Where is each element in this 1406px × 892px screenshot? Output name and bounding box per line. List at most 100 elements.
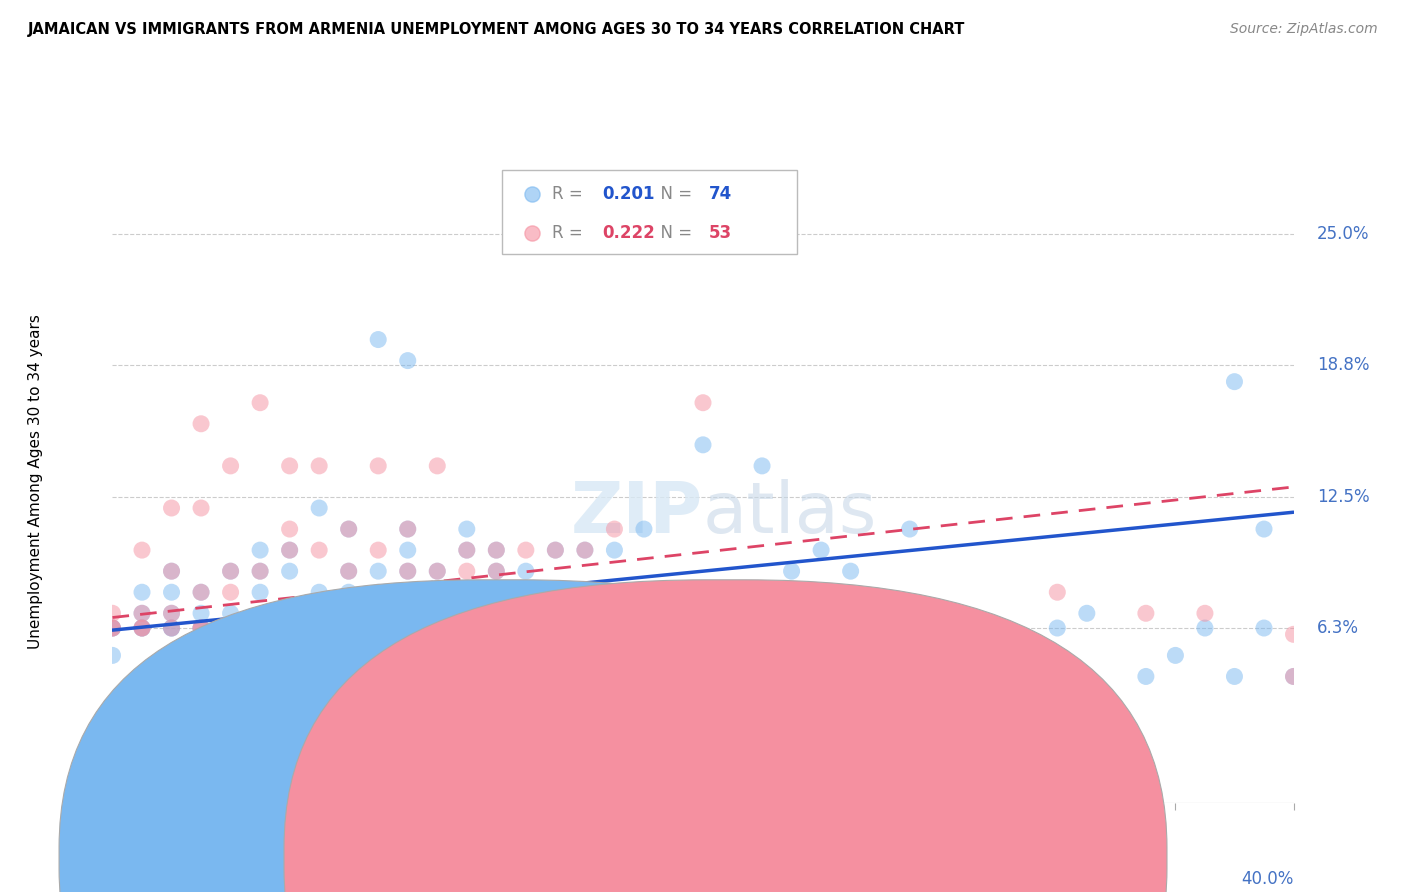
Point (456, 543, 478, 558)
Point (160, 501, 183, 516)
Text: 0.0%: 0.0% (112, 871, 155, 888)
Point (485, 564, 508, 578)
Point (278, 564, 301, 578)
Point (898, 522, 921, 536)
Point (603, 522, 626, 536)
Point (190, 501, 212, 516)
Point (456, 564, 478, 578)
Point (337, 522, 360, 536)
Point (190, 585, 212, 599)
Point (337, 564, 360, 578)
Point (1253, 522, 1275, 536)
Point (101, 607, 124, 621)
Point (839, 564, 862, 578)
Point (337, 564, 360, 578)
Point (160, 564, 183, 578)
Point (101, 621, 124, 635)
Text: R =: R = (551, 185, 588, 202)
Point (396, 564, 419, 578)
Point (396, 522, 419, 536)
Point (131, 607, 153, 621)
Point (1046, 585, 1069, 599)
Point (249, 648, 271, 663)
Point (633, 522, 655, 536)
Point (485, 564, 508, 578)
Text: Immigrants from Armenia: Immigrants from Armenia (751, 849, 965, 867)
Point (308, 607, 330, 621)
Point (160, 585, 183, 599)
Text: 74: 74 (709, 185, 733, 202)
Point (1282, 627, 1305, 641)
Point (278, 621, 301, 635)
Point (396, 522, 419, 536)
Point (367, 564, 389, 578)
Point (1194, 621, 1216, 635)
Text: Jamaicans: Jamaicans (526, 849, 610, 867)
Point (456, 543, 478, 558)
Point (662, 607, 685, 621)
Text: 18.8%: 18.8% (1317, 356, 1369, 374)
Point (928, 607, 950, 621)
Text: 0.201: 0.201 (603, 185, 655, 202)
Point (190, 621, 212, 635)
Point (278, 543, 301, 558)
Point (1282, 669, 1305, 683)
Point (367, 585, 389, 599)
Point (249, 564, 271, 578)
Point (396, 564, 419, 578)
Point (426, 564, 449, 578)
Point (426, 564, 449, 578)
Point (515, 564, 537, 578)
Text: R =: R = (551, 224, 588, 242)
Point (751, 458, 773, 473)
Text: 0.222: 0.222 (603, 224, 655, 242)
Point (101, 621, 124, 635)
Text: 25.0%: 25.0% (1317, 226, 1369, 244)
FancyBboxPatch shape (502, 170, 797, 253)
Point (219, 564, 242, 578)
Point (308, 585, 330, 599)
Point (160, 607, 183, 621)
Point (1223, 669, 1246, 683)
Point (1282, 669, 1305, 683)
Point (544, 543, 567, 558)
Point (1194, 607, 1216, 621)
Point (278, 543, 301, 558)
Point (308, 458, 330, 473)
Point (278, 458, 301, 473)
Point (367, 543, 389, 558)
Point (987, 621, 1010, 635)
Point (160, 621, 183, 635)
Point (131, 585, 153, 599)
Point (160, 621, 183, 635)
Point (160, 621, 183, 635)
Point (219, 648, 242, 663)
Text: 12.5%: 12.5% (1317, 489, 1369, 507)
Point (249, 585, 271, 599)
Point (337, 621, 360, 635)
Point (131, 621, 153, 635)
Point (337, 522, 360, 536)
Point (131, 621, 153, 635)
Point (367, 458, 389, 473)
Point (219, 607, 242, 621)
Point (219, 564, 242, 578)
Point (278, 522, 301, 536)
Point (456, 522, 478, 536)
Point (249, 395, 271, 409)
Point (396, 543, 419, 558)
Point (160, 564, 183, 578)
Point (396, 353, 419, 368)
Point (692, 585, 714, 599)
Text: 6.3%: 6.3% (1317, 619, 1360, 637)
Point (692, 438, 714, 452)
Point (249, 543, 271, 558)
Point (1076, 607, 1098, 621)
Point (249, 621, 271, 635)
Point (160, 607, 183, 621)
Point (190, 621, 212, 635)
Point (1046, 621, 1069, 635)
Point (190, 621, 212, 635)
Point (1135, 607, 1157, 621)
Point (544, 543, 567, 558)
